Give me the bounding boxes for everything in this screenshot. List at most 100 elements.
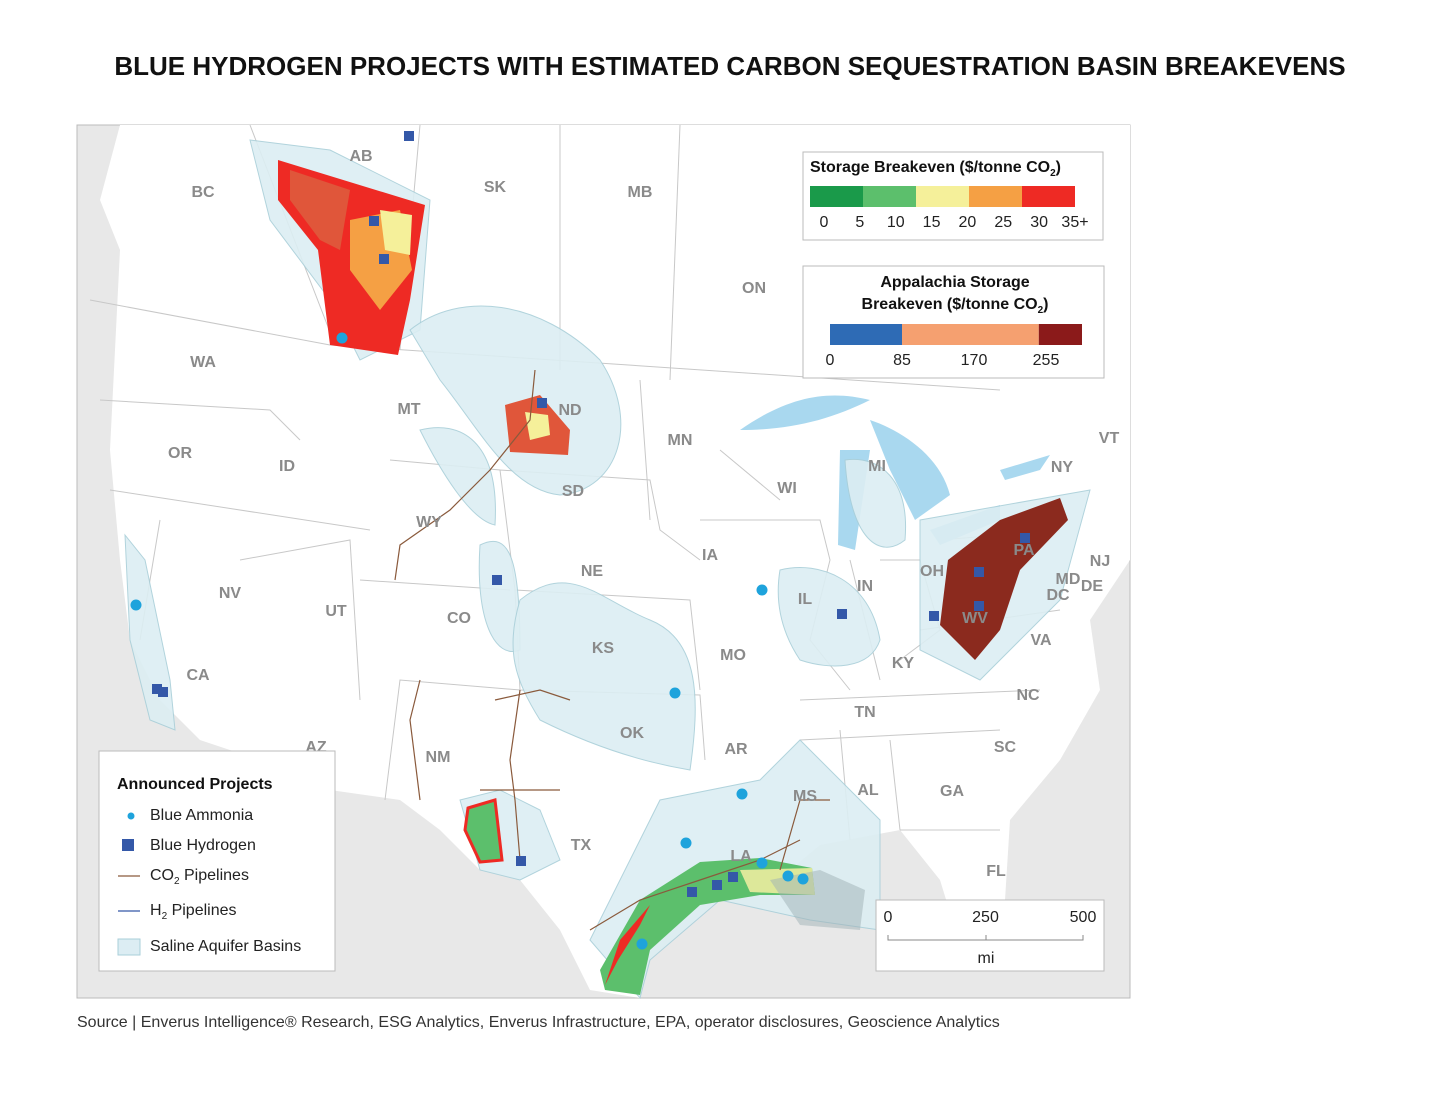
region-label: BC: [191, 184, 215, 201]
region-label: NC: [1016, 687, 1040, 704]
region-label: NE: [581, 563, 604, 580]
color-swatch: [863, 186, 916, 207]
region-label: SC: [994, 739, 1017, 756]
legend-title-text: Storage Breakeven ($/tonne CO: [810, 159, 1050, 176]
color-swatch: [810, 186, 863, 207]
subscript: 2: [1050, 168, 1056, 179]
legend-tick-label: 15: [923, 214, 941, 231]
region-label: OH: [920, 563, 944, 580]
blue-ammonia: [756, 857, 768, 869]
blue-ammonia: [782, 870, 794, 882]
blue-hydrogen: [837, 609, 847, 619]
region-label: MI: [868, 458, 886, 475]
region-label: NY: [1051, 459, 1074, 476]
blue-hydrogen: [728, 872, 738, 882]
color-swatch: [969, 186, 1022, 207]
basin: [844, 458, 907, 548]
region-label: MO: [720, 647, 746, 664]
region-label: OK: [620, 725, 644, 742]
blue-ammonia: [756, 584, 768, 596]
legend-tick-label: 10: [887, 214, 905, 231]
region-label: AB: [349, 148, 372, 165]
legend-label: CO2 Pipelines: [150, 867, 249, 887]
region-label: SK: [484, 179, 507, 196]
title: BLUE HYDROGEN PROJECTS WITH ESTIMATED CA…: [114, 51, 1345, 81]
region-label: DE: [1081, 578, 1104, 595]
blue-hydrogen: [712, 880, 722, 890]
blue-hydrogen: [974, 601, 984, 611]
region-label: TX: [571, 837, 592, 854]
blue-ammonia: [736, 788, 748, 800]
legend-label: Blue Hydrogen: [150, 837, 256, 854]
region-label: SD: [562, 483, 584, 500]
breakeven-area: [770, 870, 865, 930]
region-label: ID: [279, 458, 295, 475]
region-label: IN: [857, 578, 873, 595]
region-label: DC: [1046, 587, 1070, 604]
breakeven-area: [605, 905, 650, 985]
region-label: CO: [447, 610, 471, 627]
region-label: TN: [854, 704, 875, 721]
basin: [419, 427, 496, 526]
legend-tick-label: 85: [893, 352, 911, 369]
region-label: LA: [730, 848, 752, 865]
legend-symbol: [122, 839, 134, 851]
blue-hydrogen: [158, 687, 168, 697]
scale-tick-label: 500: [1070, 909, 1097, 926]
region-label: AL: [857, 782, 879, 799]
legend-box: [802, 265, 1105, 379]
blue-hydrogen: [152, 684, 162, 694]
region-label: IA: [702, 547, 718, 564]
legend-label: H2 Pipelines: [150, 902, 237, 922]
scale-bar: mi 0 250 500: [875, 899, 1105, 972]
region-label: AR: [724, 741, 748, 758]
legend-box: [98, 750, 336, 972]
breakeven-area: [290, 170, 350, 250]
color-swatch: [1022, 186, 1075, 207]
blue-ammonia: [797, 873, 809, 885]
region-label: MD: [1056, 571, 1081, 588]
region-label: ND: [558, 402, 581, 419]
region-label: WI: [777, 480, 797, 497]
blue-hydrogen: [929, 611, 939, 621]
blue-hydrogen: [974, 567, 984, 577]
projects-legend: Announced Projects Blue Ammonia Blue Hyd…: [98, 750, 336, 972]
region-label: WV: [962, 610, 988, 627]
breakeven-areas: [278, 160, 1068, 995]
breakeven-area: [525, 412, 550, 440]
legend-title: Storage Breakeven ($/tonne CO2): [810, 159, 1061, 179]
source: Source | Enverus Intelligence® Research,…: [77, 1014, 1000, 1031]
region-label: GA: [940, 783, 964, 800]
legend-tick-label: 30: [1030, 214, 1048, 231]
region-label: KS: [592, 640, 615, 657]
legend-label-text: H: [150, 902, 162, 919]
blue-hydrogen: [1020, 533, 1030, 543]
region-label: WA: [190, 354, 216, 371]
appalachia-legend: Appalachia Storage Breakeven ($/tonne CO…: [802, 265, 1105, 379]
subscript: 2: [1038, 305, 1044, 316]
region-labels: AB BC SK MB ON WA MT ND MN OR ID SD WI M…: [168, 148, 1119, 880]
blue-ammonia: [669, 687, 681, 699]
region-label: PA: [1013, 542, 1034, 559]
legend-tick-label: 35+: [1061, 214, 1088, 231]
blue-ammonia: [130, 599, 142, 611]
legend-tick-label: 25: [994, 214, 1012, 231]
region-label: MS: [793, 788, 817, 805]
legend-title-text: ): [1043, 296, 1048, 313]
breakeven-area: [380, 210, 412, 255]
basin: [124, 533, 176, 731]
region-label: IL: [798, 591, 812, 608]
legend-tick-label: 20: [959, 214, 977, 231]
legend-label: Blue Ammonia: [150, 807, 253, 824]
legend-title: Breakeven ($/tonne CO2): [862, 296, 1049, 316]
blue-hydrogen: [516, 856, 526, 866]
region-label: NJ: [1090, 553, 1110, 570]
region-label: VT: [1099, 430, 1120, 447]
legend-tick-label: 0: [820, 214, 829, 231]
legend-tick-label: 255: [1033, 352, 1060, 369]
scale-line: [887, 935, 1084, 941]
scale-tick-label: 250: [972, 909, 999, 926]
legend-label: Saline Aquifer Basins: [150, 938, 301, 955]
legend-title-text: Breakeven ($/tonne CO: [862, 296, 1038, 313]
